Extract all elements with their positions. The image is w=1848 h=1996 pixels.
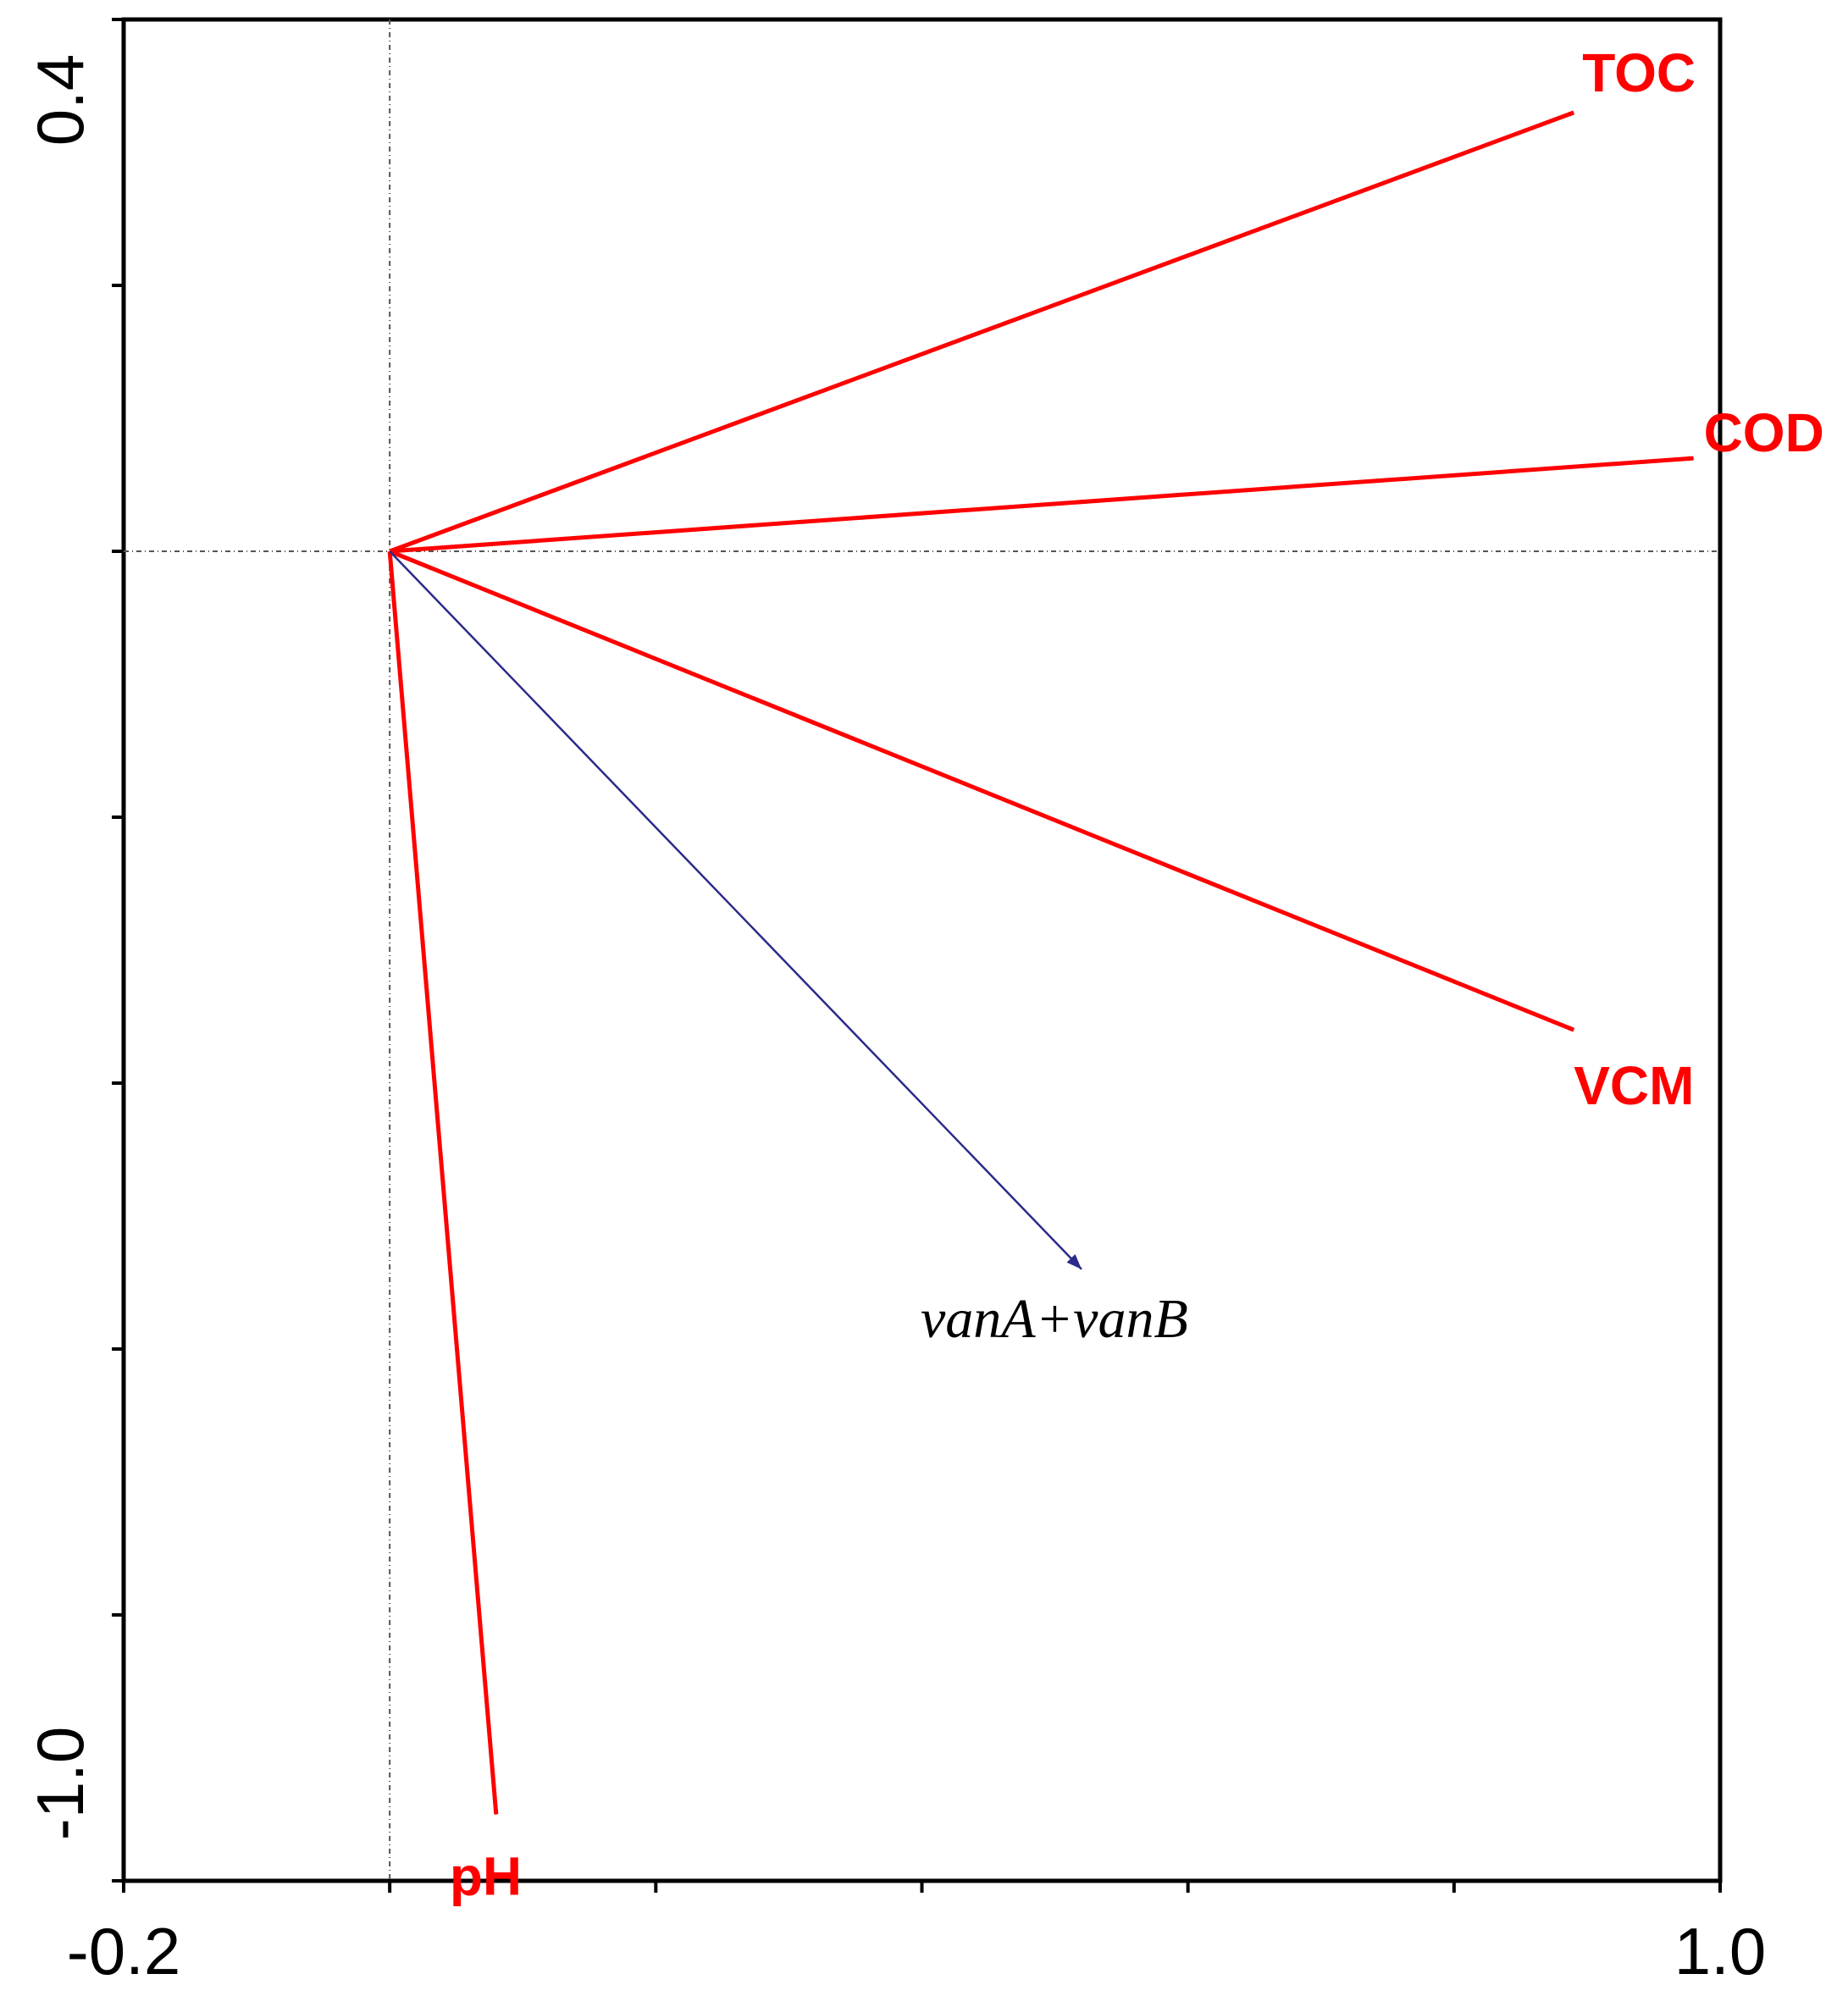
vana-vanb-label: vanA+vanB [921,1288,1188,1350]
cod-vector [389,456,1695,554]
reference-lines [124,19,1720,1881]
toc-vector [389,110,1575,554]
ph-vector [387,550,499,1816]
vcm-label: VCM [1574,1055,1694,1116]
cod-label: COD [1704,402,1824,463]
vcm-vector [389,549,1575,1032]
axis-ticks [112,18,1722,1893]
plot-frame [121,17,1723,1883]
ph-label: pH [450,1846,522,1907]
y-tick-label-min: -1.0 [23,1727,97,1840]
species-arrowhead [1066,1253,1082,1269]
vana-vanb-vector [389,550,1082,1270]
toc-label: TOC [1582,42,1696,103]
x-tick-label-max: 1.0 [1674,1914,1766,1988]
x-tick-label-min: -0.2 [67,1914,180,1988]
biplot-vectors [387,110,1695,1816]
y-tick-label-max: 0.4 [23,54,97,146]
